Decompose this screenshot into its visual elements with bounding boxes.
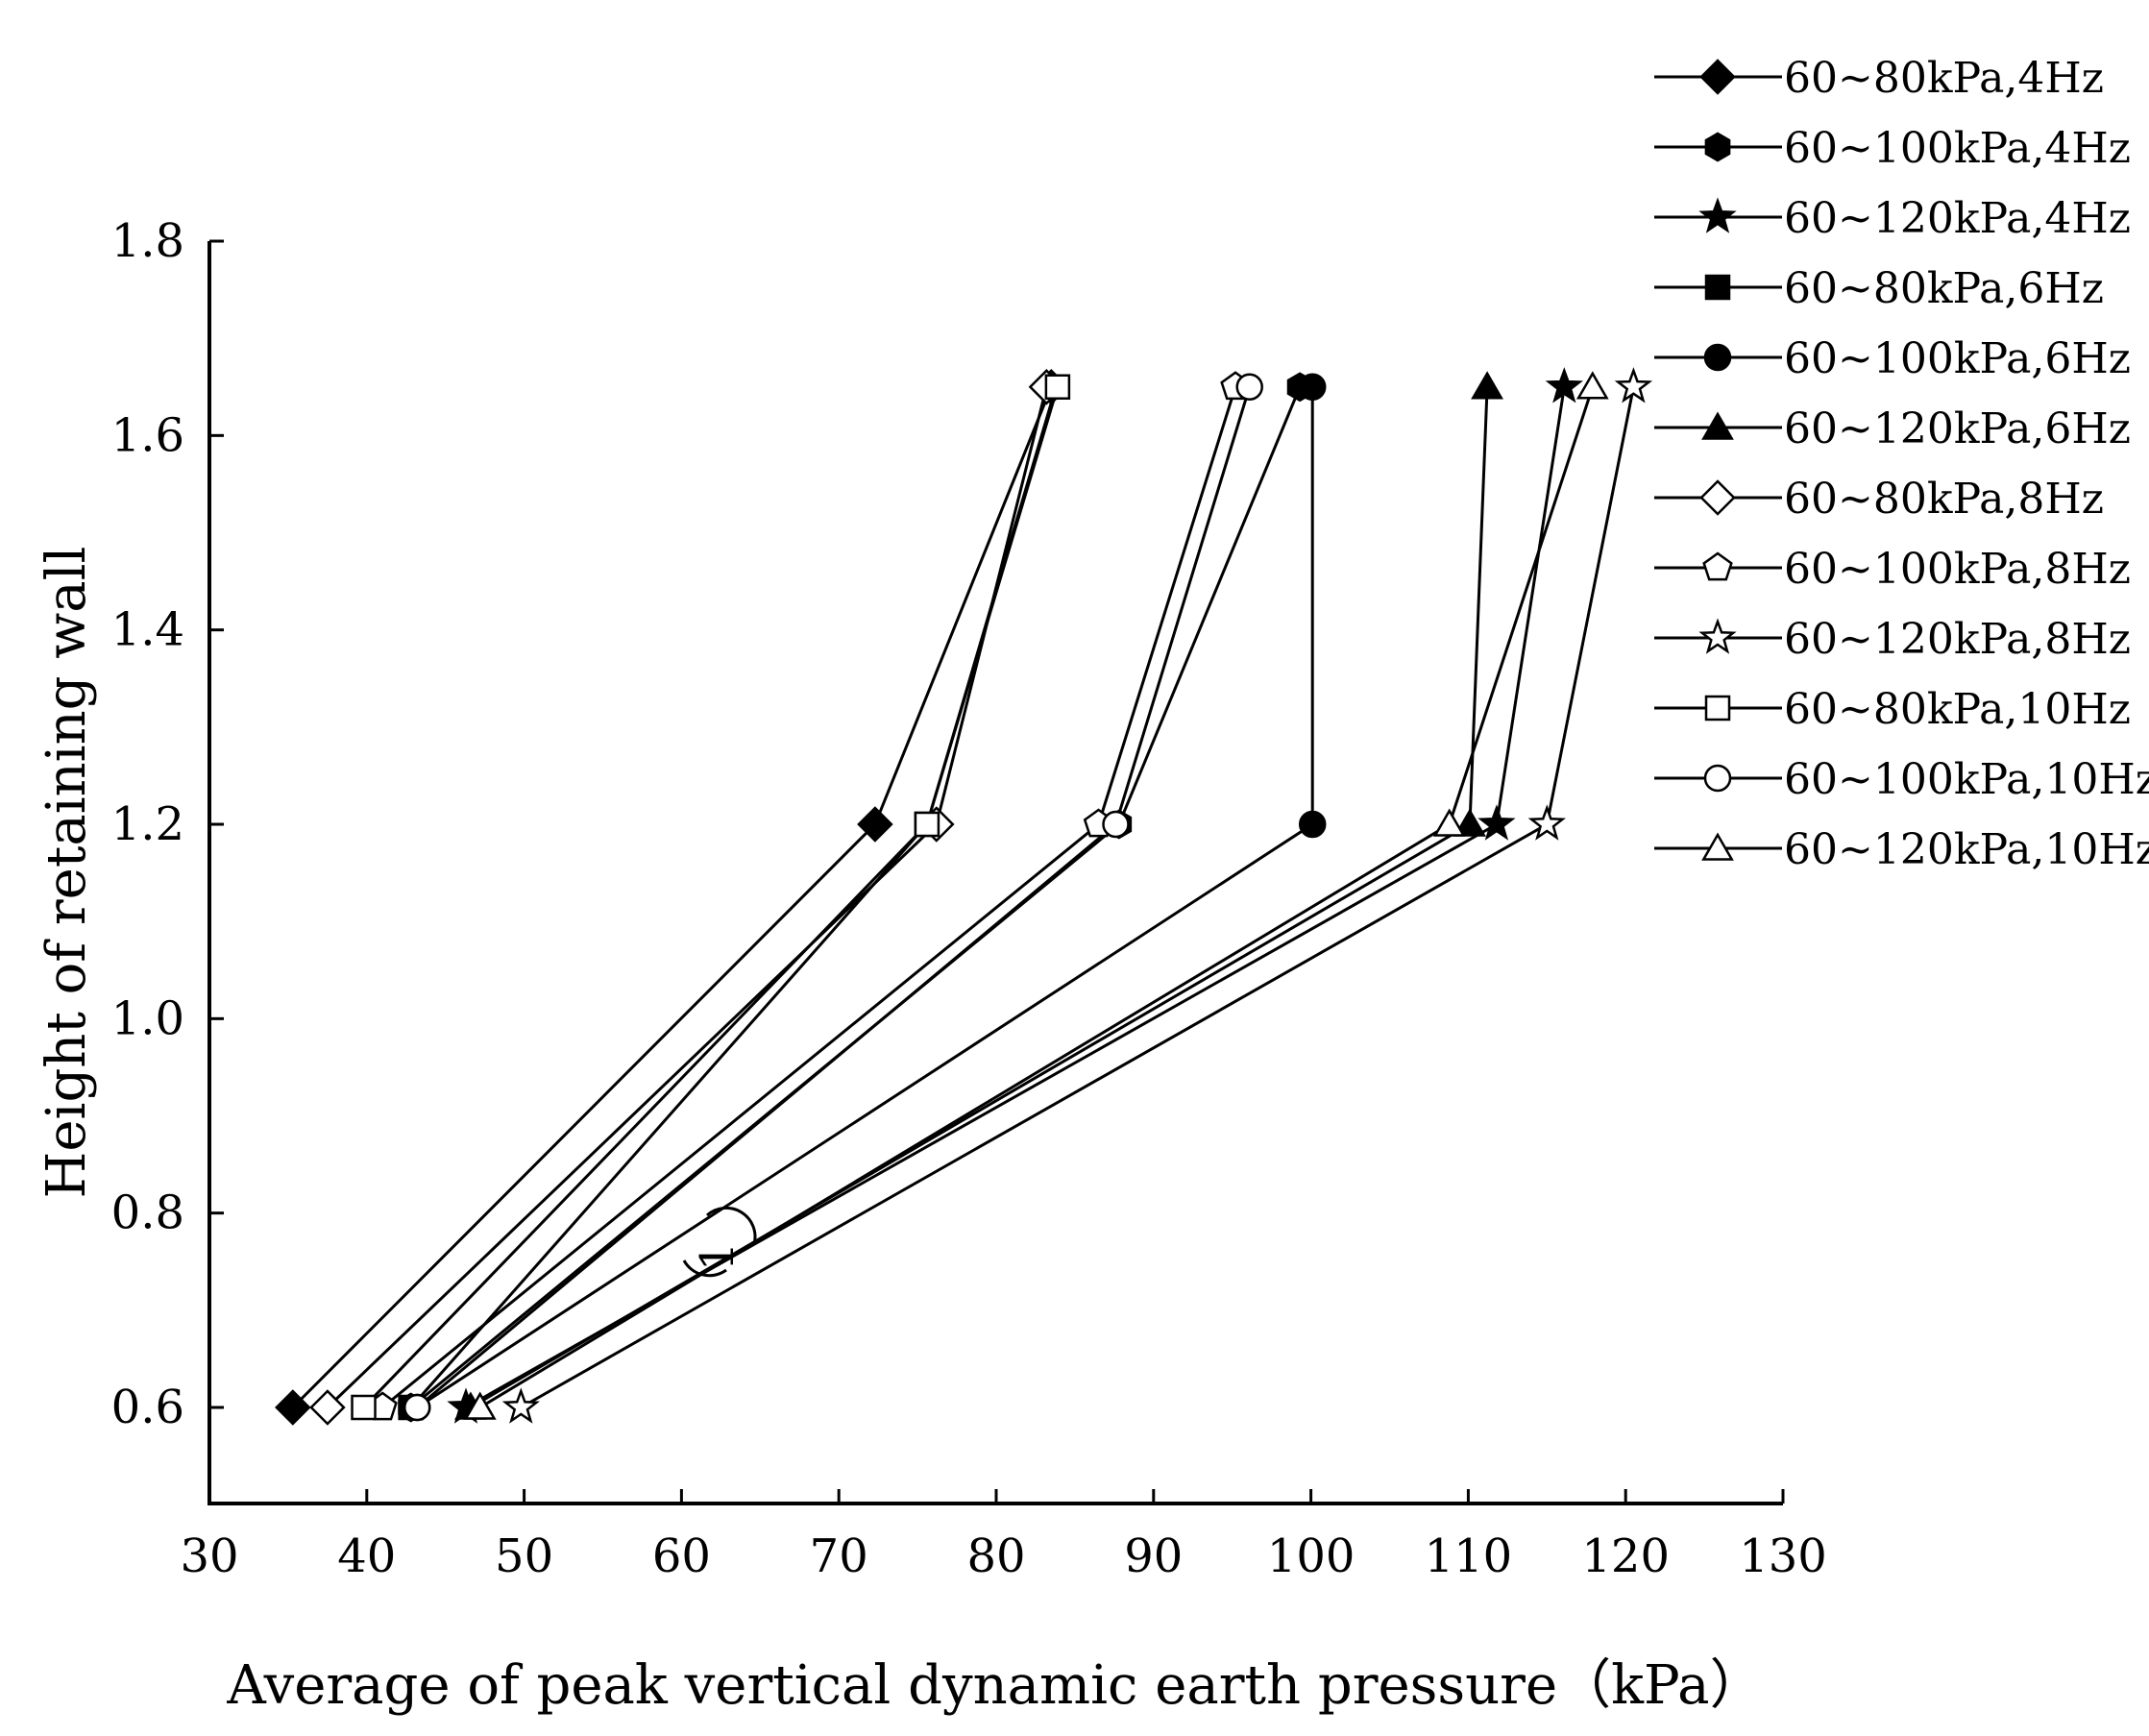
data-point-s9-p1: [501, 1387, 540, 1424]
legend-marker: [1703, 343, 1732, 372]
data-point-s10-p1: [351, 1394, 377, 1421]
data-point-s9-p3: [1614, 367, 1653, 403]
annotation-label: 1: [691, 1242, 745, 1272]
series-line-6: [470, 386, 1489, 1409]
data-point-s1-p1: [275, 1389, 311, 1426]
legend-label: 60~100kPa,10Hz: [1784, 755, 2149, 804]
legend-label: 60~80kPa,4Hz: [1784, 54, 2104, 103]
legend-marker: [1704, 132, 1731, 162]
legend-label: 60~100kPa,6Hz: [1784, 334, 2131, 383]
data-point-s12-p3: [1575, 371, 1609, 400]
x-axis-label: Average of peak vertical dynamic earth p…: [226, 1654, 1763, 1717]
x-tick-label: 100: [1267, 1529, 1355, 1583]
data-point-s10-p3: [1044, 374, 1071, 400]
series-lines: [291, 386, 1635, 1409]
x-tick-label: 90: [1124, 1529, 1183, 1583]
legend-marker: [1704, 274, 1731, 301]
x-tick-label: 50: [495, 1529, 553, 1583]
legend-label: 60~80kPa,8Hz: [1784, 475, 2104, 524]
data-point-s1-p2: [857, 806, 893, 843]
legend-marker: [1704, 695, 1731, 721]
legend-label: 60~80kPa,10Hz: [1784, 685, 2131, 734]
data-point-s12-p1: [463, 1391, 497, 1420]
x-tick-label: 40: [337, 1529, 396, 1583]
data-point-s3-p2: [1477, 804, 1516, 841]
data-point-s5-p2: [1298, 810, 1327, 839]
x-tick-label: 80: [966, 1529, 1025, 1583]
y-ticks: 0.6 0.8 1.0 1.2 1.4 1.6 1.8: [111, 214, 224, 1434]
annotation: 1: [682, 1206, 757, 1278]
x-tick-label: 130: [1739, 1529, 1827, 1583]
series-markers: [275, 367, 1653, 1426]
legend-marker: [1701, 411, 1734, 440]
legend-marker: [1698, 197, 1737, 233]
series-line-9: [520, 386, 1635, 1409]
x-tick-label: 120: [1581, 1529, 1670, 1583]
series-line-3: [465, 386, 1566, 1409]
legend-label: 60~120kPa,8Hz: [1784, 615, 2131, 664]
data-point-s6-p2: [1453, 808, 1486, 837]
series-line-12: [478, 386, 1595, 1409]
y-tick-label: 1.4: [111, 603, 184, 657]
data-point-s11-p3: [1235, 373, 1263, 401]
series-line-1: [291, 386, 1053, 1409]
legend-label: 60~80kPa,6Hz: [1784, 264, 2104, 313]
y-tick-label: 1.6: [111, 408, 184, 462]
axes: [208, 241, 1783, 1505]
x-tick-label: 110: [1425, 1529, 1513, 1583]
data-point-s10-p2: [914, 811, 940, 838]
data-point-s11-p1: [403, 1393, 431, 1422]
data-point-s12-p2: [1432, 808, 1466, 837]
x-ticks: 30 40 50 60 70 80 90 100 110 120 130: [180, 1489, 1827, 1583]
x-tick-label: 60: [652, 1529, 711, 1583]
data-point-s9-p2: [1527, 804, 1566, 841]
y-tick-label: 0.8: [111, 1186, 184, 1240]
legend-marker: [1699, 59, 1736, 95]
legend-marker: [1698, 618, 1737, 654]
legend-label: 60~100kPa,8Hz: [1784, 545, 2131, 594]
legend-marker: [1703, 764, 1732, 793]
y-tick-label: 1.0: [111, 991, 184, 1045]
data-point-s3-p3: [1545, 367, 1583, 403]
legend-label: 60~120kPa,4Hz: [1784, 194, 2131, 243]
legend-marker: [1702, 551, 1733, 581]
legend: 60~80kPa,4Hz 60~100kPa,4Hz 60~120kPa,4Hz 60…: [1654, 54, 2149, 874]
series-line-5: [416, 386, 1314, 1409]
y-tick-label: 1.8: [111, 214, 184, 268]
data-point-s6-p3: [1471, 371, 1503, 400]
series-line-11: [416, 386, 1252, 1409]
data-point-s11-p2: [1102, 810, 1130, 839]
legend-label: 60~120kPa,6Hz: [1784, 404, 2131, 453]
annotation-arc: [682, 1206, 757, 1278]
data-point-s5-p3: [1298, 373, 1327, 401]
y-axis-label: Height of retaining wall: [36, 547, 98, 1199]
legend-marker: [1699, 479, 1736, 516]
y-tick-label: 0.6: [111, 1381, 184, 1434]
legend-label: 60~100kPa,4Hz: [1784, 124, 2131, 173]
series-line-7: [326, 386, 1048, 1409]
x-tick-label: 30: [180, 1529, 238, 1583]
legend-label: 60~120kPa,10Hz: [1784, 825, 2149, 874]
x-tick-label: 70: [810, 1529, 868, 1583]
legend-marker: [1701, 832, 1734, 861]
y-tick-label: 1.2: [111, 797, 184, 851]
data-point-s7-p1: [309, 1389, 346, 1426]
